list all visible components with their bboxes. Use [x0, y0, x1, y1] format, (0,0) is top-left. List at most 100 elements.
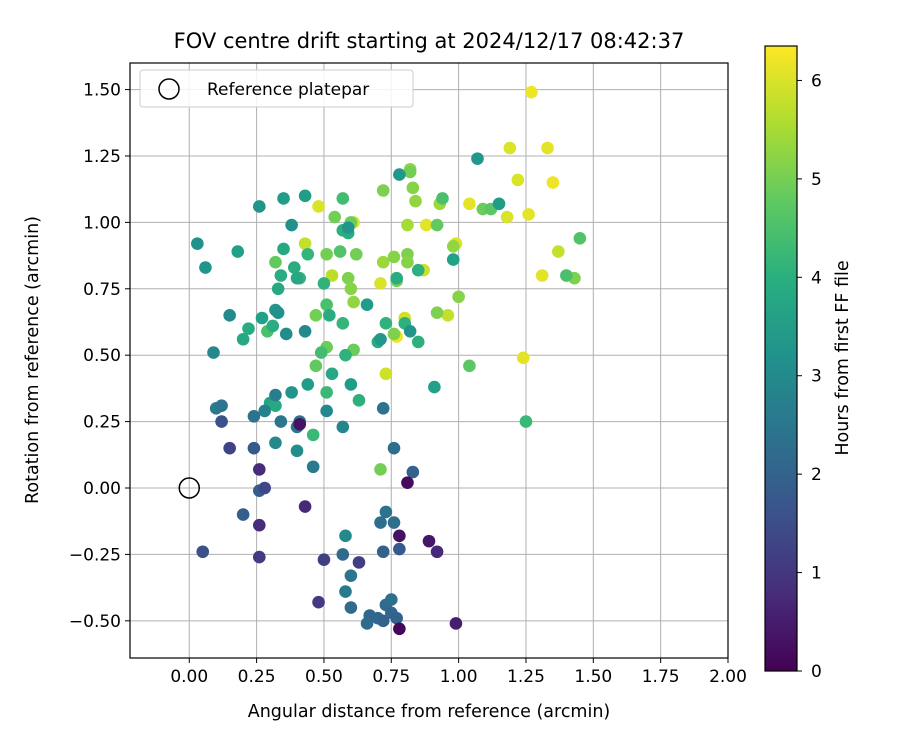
colorbar-tick-label: 6 [811, 71, 822, 91]
data-point [271, 282, 285, 296]
data-point [323, 309, 336, 322]
data-point [551, 245, 565, 258]
data-point [320, 386, 333, 399]
y-tick-label: 1.25 [83, 147, 121, 167]
data-point [269, 399, 282, 412]
data-point [393, 168, 406, 181]
data-point [269, 255, 282, 269]
colorbar: 0 1 2 3 4 5 6 Hours from first FF file [764, 45, 853, 682]
data-point [215, 399, 228, 412]
data-point [430, 545, 444, 559]
data-point [546, 176, 560, 189]
plot-frame [129, 62, 729, 659]
y-tick-label: 1.00 [83, 213, 121, 233]
colorbar-tick-label: 3 [811, 367, 822, 387]
data-point [393, 542, 406, 556]
legend-marker-reference [158, 78, 180, 100]
data-point [519, 415, 533, 428]
data-point [436, 192, 449, 205]
data-point [376, 402, 390, 415]
data-point [298, 500, 312, 513]
data-point [336, 317, 350, 330]
data-point [298, 237, 312, 250]
data-point [279, 327, 293, 341]
data-point [387, 327, 401, 341]
y-tick-label: 0.25 [83, 413, 121, 433]
y-axis-label: Rotation from reference (arcmin) [23, 216, 43, 504]
grid-lines [130, 63, 729, 658]
x-tick-label: 0.25 [238, 667, 276, 687]
data-point [266, 319, 280, 333]
data-point [376, 255, 390, 269]
x-tick-label: 1.50 [574, 667, 612, 687]
data-point [376, 545, 390, 559]
data-point [277, 192, 290, 205]
data-point [401, 218, 414, 232]
data-point [449, 617, 463, 630]
data-point [446, 253, 460, 266]
data-point [336, 192, 350, 205]
data-point [301, 247, 315, 261]
data-point [406, 181, 420, 195]
data-point [411, 335, 425, 349]
data-point [341, 221, 355, 234]
data-point [336, 420, 350, 434]
data-point [196, 545, 210, 559]
data-point [269, 388, 282, 402]
colorbar-tick-label: 4 [811, 268, 822, 288]
x-axis-label: Angular distance from reference (arcmin) [248, 702, 611, 722]
data-point [339, 348, 352, 362]
data-point [360, 298, 374, 312]
data-point [422, 534, 436, 548]
data-point [430, 306, 444, 319]
data-point [522, 208, 535, 221]
data-point [376, 614, 390, 628]
data-point [339, 529, 352, 543]
colorbar-gradient [764, 45, 798, 672]
data-point [285, 386, 298, 399]
data-point [463, 197, 476, 211]
y-axis-ticks: −0.50 −0.25 0.00 0.25 0.50 0.75 1.00 1.25 1.50 [69, 81, 130, 632]
data-point [325, 269, 339, 282]
data-point [336, 548, 350, 561]
data-point [191, 237, 204, 250]
x-tick-label: 0.50 [305, 667, 343, 687]
data-point [320, 404, 333, 418]
data-point [274, 269, 288, 282]
data-point [252, 550, 266, 564]
data-point [379, 367, 393, 381]
data-point [339, 585, 352, 598]
reference-point [178, 477, 201, 499]
data-point [390, 271, 403, 285]
data-point [317, 553, 331, 567]
x-tick-label: 1.75 [642, 667, 680, 687]
data-point [525, 85, 538, 99]
data-point [252, 463, 266, 476]
data-point [277, 242, 290, 256]
data-point [500, 210, 514, 224]
data-point [379, 317, 393, 330]
y-tick-label: −0.50 [69, 612, 121, 632]
data-point [387, 516, 401, 529]
data-point [236, 332, 250, 346]
data-point [341, 271, 355, 285]
data-point [231, 245, 245, 258]
data-point [301, 378, 315, 391]
data-point [384, 593, 398, 606]
data-point [409, 194, 422, 208]
legend-label-reference: Reference platepar [207, 80, 369, 100]
data-point [430, 218, 444, 232]
data-point [352, 556, 366, 569]
data-point [441, 309, 455, 322]
data-point [242, 322, 255, 335]
data-point [379, 505, 393, 519]
data-point [290, 444, 304, 458]
data-point [258, 404, 271, 418]
data-point [223, 441, 236, 455]
data-point [325, 367, 339, 381]
data-point [306, 460, 320, 474]
data-point [199, 261, 212, 274]
data-point [374, 277, 387, 290]
data-point [247, 441, 261, 455]
data-point [516, 351, 530, 365]
